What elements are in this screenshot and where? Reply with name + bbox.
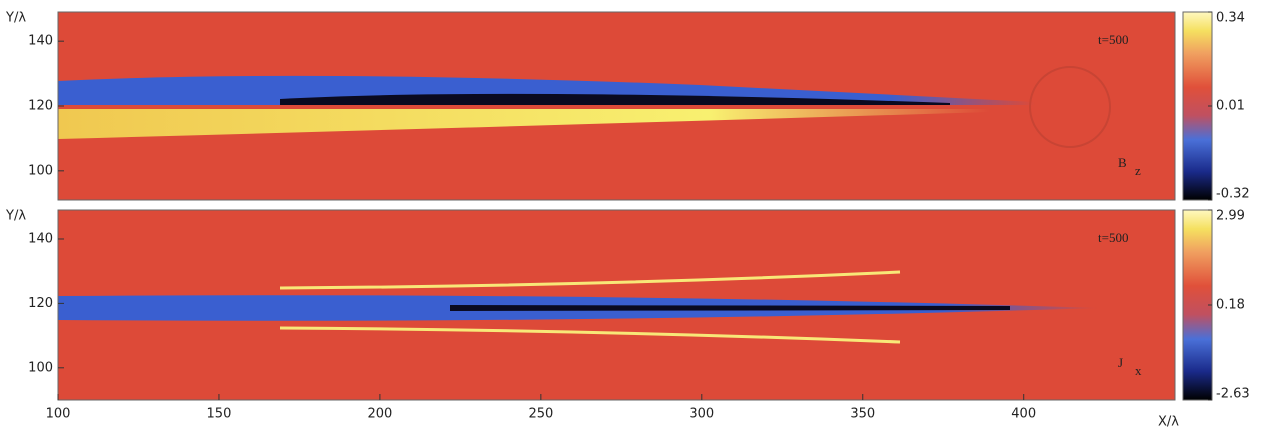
x-tick-label: 100 — [46, 407, 71, 422]
field-background — [58, 12, 1175, 200]
y-tick-label: 140 — [28, 231, 53, 246]
x-tick-label: 350 — [850, 407, 875, 422]
field-band — [58, 75, 1035, 105]
y-tick-label: 100 — [28, 360, 53, 375]
x-tick-label: 300 — [689, 407, 714, 422]
field-core — [450, 305, 1010, 311]
x-tick-label: 200 — [367, 407, 392, 422]
colorbar-tick-label: 0.34 — [1216, 11, 1245, 26]
y-tick-label: 120 — [28, 99, 53, 114]
colorbar-tick-label: -0.32 — [1216, 187, 1250, 202]
field-label: J — [1118, 355, 1123, 370]
field-label: B — [1118, 155, 1127, 170]
field-core — [280, 93, 950, 105]
colorbar-tick-label: -2.63 — [1216, 387, 1250, 402]
colorbar — [1182, 209, 1213, 401]
colorbar-tick-label: 0.01 — [1216, 99, 1245, 114]
field-subscript: z — [1135, 163, 1141, 178]
annotation: t=500 — [1098, 32, 1128, 47]
colorbar-tick-label: 2.99 — [1216, 209, 1245, 224]
colorbar-tick-label: 0.18 — [1216, 298, 1245, 313]
y-axis-label: Y/λ — [5, 209, 26, 224]
y-tick-label: 100 — [28, 163, 53, 178]
y-tick-label: 140 — [28, 34, 53, 49]
field-line — [279, 326, 901, 344]
x-tick-label: 400 — [1011, 407, 1036, 422]
x-tick-label: 150 — [207, 407, 232, 422]
field-line — [279, 270, 901, 290]
plot-frame — [57, 209, 1176, 401]
colorbar — [1182, 11, 1213, 201]
field-ring — [1029, 66, 1111, 148]
x-tick-label: 250 — [528, 407, 553, 422]
y-axis-label: Y/λ — [5, 11, 26, 26]
field-subscript: x — [1135, 363, 1142, 378]
annotation: t=500 — [1098, 230, 1128, 245]
field-band — [58, 109, 990, 139]
y-tick-label: 120 — [28, 296, 53, 311]
x-axis-label: X/λ — [1158, 415, 1179, 430]
